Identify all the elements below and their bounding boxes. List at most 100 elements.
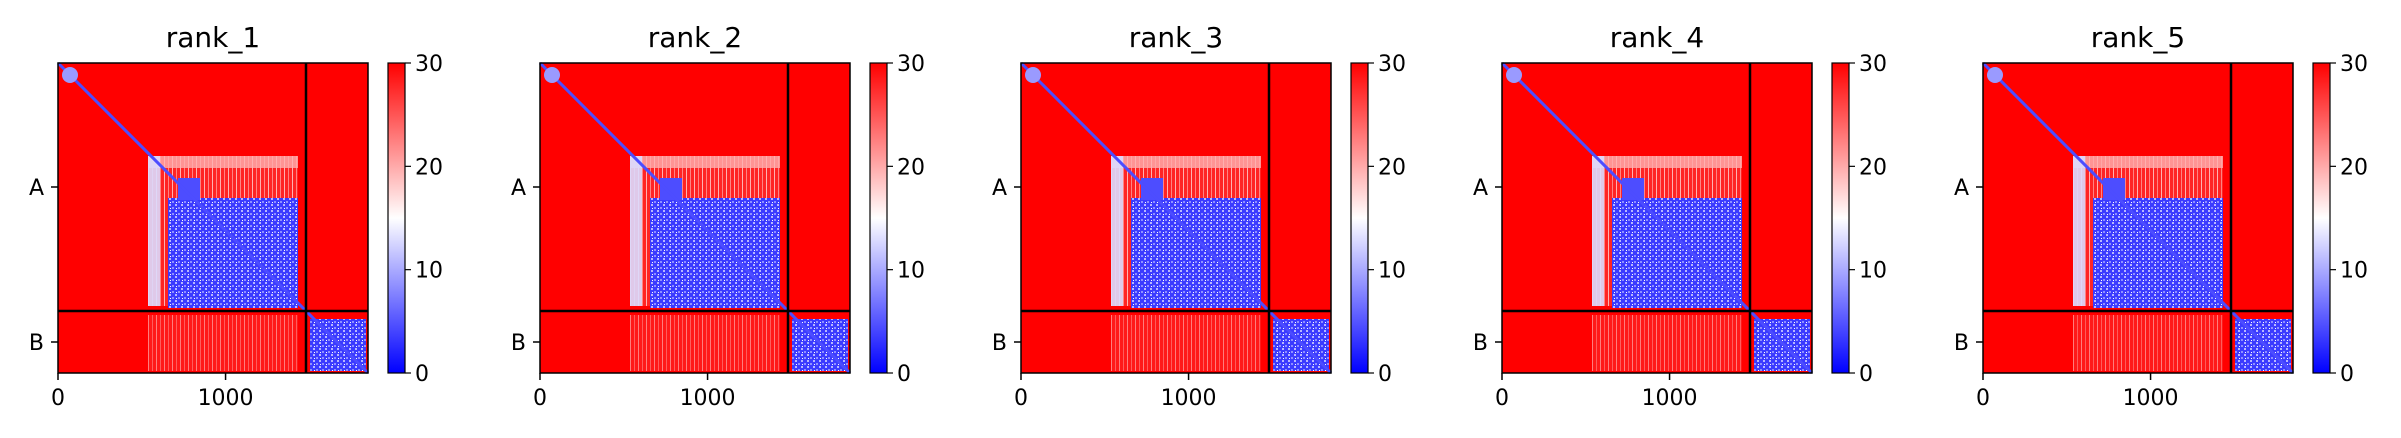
y-chain-label: A — [1473, 176, 1488, 201]
colorbar-tick-label: 10 — [415, 259, 443, 284]
x-tick-label: 0 — [533, 386, 547, 411]
axes-frame — [1982, 62, 2294, 374]
y-chain-label: A — [511, 176, 526, 201]
heatmap-interchain-streaks — [1111, 315, 1261, 371]
colorbar-tick-label: 30 — [1378, 52, 1406, 77]
colorbar-tick-label: 20 — [415, 155, 443, 180]
y-chain-label: B — [992, 331, 1007, 356]
colorbar-tick-label: 10 — [1859, 259, 1887, 284]
x-tick-label: 1000 — [2123, 386, 2179, 411]
heatmap-panel: rank_2 0 1000 A B 0 10 20 30 — [511, 21, 925, 411]
panel-title: rank_1 — [166, 21, 260, 54]
colorbar-tick-label: 0 — [2340, 362, 2354, 387]
y-chain-label: A — [29, 176, 44, 201]
y-chain-label: B — [29, 331, 44, 356]
colorbar — [2313, 63, 2330, 373]
axes-frame — [1020, 62, 1332, 374]
heatmap-band-left — [2073, 156, 2085, 306]
axes-frame — [57, 62, 369, 374]
axes-frame — [1501, 62, 1813, 374]
colorbar-frame — [869, 62, 888, 374]
heatmap-interchain-streaks — [2073, 315, 2223, 371]
heatmap-diagonal — [538, 61, 852, 375]
panel-title: rank_5 — [2091, 21, 2185, 54]
x-tick-label: 0 — [51, 386, 65, 411]
heatmap-band-left — [630, 156, 642, 306]
colorbar-tick-label: 30 — [2340, 52, 2368, 77]
heatmap-low-error-block — [650, 198, 780, 308]
x-tick-label: 0 — [1976, 386, 1990, 411]
colorbar-tick-label: 30 — [415, 52, 443, 77]
heatmap-band-left — [1111, 156, 1123, 306]
colorbar-tick-label: 0 — [897, 362, 911, 387]
colorbar-frame — [1831, 62, 1850, 374]
axes-frame — [539, 62, 851, 374]
heatmap-band-left — [148, 156, 160, 306]
colorbar — [1351, 63, 1368, 373]
heatmap-band-top — [630, 156, 780, 168]
y-chain-label: B — [1473, 331, 1488, 356]
heatmap-domain-block — [178, 178, 200, 200]
heatmap-band-top — [148, 156, 298, 168]
y-chain-label: B — [1954, 331, 1969, 356]
colorbar-tick-label: 0 — [1859, 362, 1873, 387]
heatmap-diagonal-start — [1506, 67, 1522, 83]
panel-title: rank_4 — [1610, 21, 1704, 54]
panel-title: rank_2 — [648, 21, 742, 54]
x-tick-label: 0 — [1495, 386, 1509, 411]
colorbar-tick-label: 10 — [2340, 259, 2368, 284]
heatmap-low-error-block — [1612, 198, 1742, 308]
colorbar-tick-label: 20 — [897, 155, 925, 180]
heatmap-panel: rank_5 0 1000 A B 0 10 20 30 — [1954, 21, 2368, 411]
x-tick-label: 1000 — [198, 386, 254, 411]
colorbar-tick-label: 0 — [1378, 362, 1392, 387]
colorbar-frame — [2312, 62, 2331, 374]
colorbar-tick-label: 30 — [1859, 52, 1887, 77]
x-tick-label: 1000 — [1161, 386, 1217, 411]
heatmap-domain-block — [660, 178, 682, 200]
heatmap-interchain-streaks — [1592, 315, 1742, 371]
heatmap-panel: rank_4 0 1000 A B 0 10 20 30 — [1473, 21, 1887, 411]
x-tick-label: 1000 — [680, 386, 736, 411]
heatmap-domain-block — [2103, 178, 2125, 200]
heatmap-interchain-streaks — [630, 315, 780, 371]
heatmap-domain-block — [1622, 178, 1644, 200]
colorbar-tick-label: 20 — [1859, 155, 1887, 180]
colorbar — [388, 63, 405, 373]
y-chain-label: B — [511, 331, 526, 356]
colorbar-tick-label: 20 — [2340, 155, 2368, 180]
colorbar-tick-label: 10 — [897, 259, 925, 284]
heatmap-diagonal-start — [544, 67, 560, 83]
heatmap-band-left — [1592, 156, 1604, 306]
heatmap-low-error-block — [2093, 198, 2223, 308]
heatmap-diagonal-start — [1025, 67, 1041, 83]
heatmap-diagonal-start — [1987, 67, 2003, 83]
colorbar-frame — [1350, 62, 1369, 374]
heatmap-interchain-streaks — [148, 315, 298, 371]
heatmap-panel: rank_3 0 1000 A B 0 10 20 30 — [992, 21, 1406, 411]
heatmap-band-top — [1111, 156, 1261, 168]
heatmap-band-top — [1592, 156, 1742, 168]
colorbar-tick-label: 30 — [897, 52, 925, 77]
heatmap-diagonal-start — [62, 67, 78, 83]
colorbar — [1832, 63, 1849, 373]
heatmap-diagonal — [1019, 61, 1333, 375]
y-chain-label: A — [1954, 176, 1969, 201]
y-chain-label: A — [992, 176, 1007, 201]
heatmap-band-top — [2073, 156, 2223, 168]
heatmap-diagonal — [1981, 61, 2295, 375]
heatmap-diagonal — [56, 61, 370, 375]
colorbar-tick-label: 20 — [1378, 155, 1406, 180]
x-tick-label: 1000 — [1642, 386, 1698, 411]
x-tick-label: 0 — [1014, 386, 1028, 411]
heatmap-low-error-block — [1131, 198, 1261, 308]
colorbar-frame — [387, 62, 406, 374]
heatmap-diagonal — [1500, 61, 1814, 375]
heatmap-domain-block — [1141, 178, 1163, 200]
colorbar — [870, 63, 887, 373]
heatmap-low-error-block — [168, 198, 298, 308]
heatmap-panel: rank_1 0 1000 A B 0 10 20 30 — [29, 21, 443, 411]
colorbar-tick-label: 0 — [415, 362, 429, 387]
colorbar-tick-label: 10 — [1378, 259, 1406, 284]
